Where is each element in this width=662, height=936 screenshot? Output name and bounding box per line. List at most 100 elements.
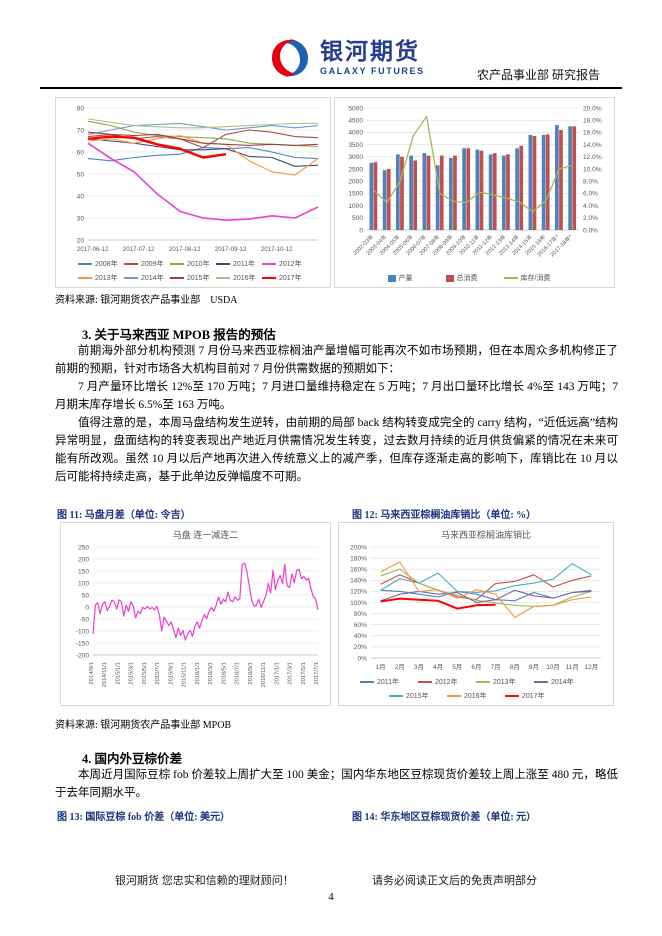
legend-swatch — [262, 263, 276, 265]
svg-text:160%: 160% — [350, 567, 367, 574]
legend-swatch — [216, 263, 230, 265]
svg-text:60: 60 — [77, 149, 85, 156]
footer-disclaimer-note: 请务必阅读正文后的免责声明部分 — [372, 875, 537, 887]
svg-text:2015/9/1: 2015/9/1 — [168, 662, 174, 685]
legend-item: 2015年 — [389, 689, 447, 703]
svg-text:4500: 4500 — [348, 118, 363, 125]
svg-text:2017-08-12: 2017-08-12 — [169, 246, 201, 253]
svg-text:180%: 180% — [350, 555, 367, 562]
svg-text:4月: 4月 — [433, 663, 443, 671]
svg-text:5000: 5000 — [348, 105, 363, 112]
legend-swatch — [505, 695, 519, 697]
svg-text:2016/7/1: 2016/7/1 — [235, 662, 241, 685]
legend-swatch — [124, 277, 138, 279]
svg-text:100: 100 — [78, 580, 89, 587]
legend-swatch — [360, 681, 374, 683]
legend-item: 2013年 — [476, 675, 534, 689]
legend-label: 产量 — [398, 275, 413, 282]
legend-swatch — [445, 274, 454, 282]
section-4-heading: 4. 国内外豆棕价差 — [82, 752, 183, 766]
svg-text:70: 70 — [77, 127, 85, 134]
svg-text:2015/11/1: 2015/11/1 — [182, 662, 188, 687]
svg-text:14.0%: 14.0% — [583, 142, 602, 149]
svg-text:40: 40 — [77, 193, 85, 200]
svg-text:0: 0 — [359, 227, 363, 234]
svg-text:2017/3/1: 2017/3/1 — [288, 662, 294, 685]
legend-swatch — [170, 263, 184, 265]
legend-swatch — [262, 277, 276, 279]
legend-item: 2015年 — [170, 271, 216, 285]
chart-legend: 2008年 2009年 2010年 2011年 2012年 2013年 2014年 2015年… — [60, 257, 326, 285]
svg-text:2017/7/1: 2017/7/1 — [314, 662, 320, 685]
svg-text:8月: 8月 — [510, 663, 520, 671]
svg-text:-50: -50 — [79, 616, 89, 623]
paragraph: 7 月产量环比增长 12%至 170 万吨；7 月进口量维持稳定在 5 万吨；7… — [55, 381, 618, 411]
chart-legend: 产量 总消费 库存/消费 — [339, 271, 610, 285]
brand-name-cn: 银河期货 — [320, 38, 420, 64]
svg-text:100%: 100% — [350, 600, 367, 607]
svg-text:6.0%: 6.0% — [583, 191, 598, 198]
svg-text:2016/3/1: 2016/3/1 — [208, 662, 214, 685]
svg-text:马来西亚棕榈油库销比: 马来西亚棕榈油库销比 — [441, 529, 531, 540]
figure-14-title: 图 14: 华东地区豆棕现货价差（单位: 元） — [352, 812, 537, 823]
svg-text:2000: 2000 — [348, 179, 363, 186]
svg-text:3月: 3月 — [414, 663, 424, 671]
svg-text:0: 0 — [85, 604, 89, 611]
section-4-body: 本周近月国际豆棕 fob 价差较上周扩大至 100 美金；国内华东地区豆棕现货价… — [55, 766, 618, 802]
svg-text:7月: 7月 — [491, 663, 501, 671]
brand-name-en: GALAXY FUTURES — [320, 66, 425, 76]
legend-item: 2010年 — [170, 257, 216, 271]
svg-text:12.0%: 12.0% — [583, 154, 602, 161]
svg-text:2017-09-12: 2017-09-12 — [215, 246, 247, 253]
svg-text:4.0%: 4.0% — [583, 203, 598, 210]
legend-label: 2012年 — [279, 261, 302, 268]
header-divider — [40, 87, 622, 89]
svg-text:30: 30 — [77, 215, 85, 222]
svg-text:80: 80 — [77, 105, 85, 112]
svg-text:2017/5/1: 2017/5/1 — [301, 662, 307, 685]
legend-swatch — [534, 681, 548, 683]
legend-item: 2008年 — [78, 257, 124, 271]
svg-text:60%: 60% — [354, 622, 367, 629]
figure-12-chart: 0% 20% 40% 60% 80% 100% 120% 140% 160% 180% 200% 1月… — [338, 522, 614, 706]
legend-swatch — [387, 274, 396, 282]
legend-label: 2017年 — [522, 693, 545, 700]
page-number: 4 — [328, 892, 334, 903]
legend-label: 2011年 — [233, 261, 256, 268]
paragraph: 前期海外部分机构预测 7 月份马来西亚棕榈油产量增幅可能再次不如市场预期，但在本… — [55, 345, 618, 375]
svg-text:2017-06-12: 2017-06-12 — [77, 246, 109, 253]
svg-text:500: 500 — [352, 215, 363, 222]
svg-text:250: 250 — [78, 544, 89, 551]
legend-label: 2016年 — [233, 275, 256, 282]
galaxy-logo-icon — [271, 39, 309, 77]
svg-text:11月: 11月 — [566, 663, 579, 671]
svg-text:3000: 3000 — [348, 154, 363, 161]
figure-13-title: 图 13: 国际豆棕 fob 价差（单位: 美元） — [57, 812, 231, 823]
svg-text:40%: 40% — [354, 633, 367, 640]
chart-legend: 2011年 2012年 2013年 2014年 2015年 2016年 2017年 — [343, 675, 609, 703]
svg-text:10月: 10月 — [546, 663, 560, 671]
svg-text:150: 150 — [78, 568, 89, 575]
svg-text:200%: 200% — [350, 544, 367, 551]
svg-text:20.0%: 20.0% — [583, 105, 602, 112]
legend-label: 2015年 — [406, 693, 429, 700]
svg-text:9月: 9月 — [529, 663, 539, 671]
svg-text:2014/9/1: 2014/9/1 — [89, 662, 95, 685]
legend-swatch — [447, 695, 461, 697]
legend-item: 2012年 — [418, 675, 476, 689]
legend-item: 2011年 — [360, 675, 418, 689]
legend-swatch — [124, 263, 138, 265]
figure-11-title: 图 11: 马盘月差（单位: 令吉） — [57, 510, 191, 521]
section-3-body: 前期海外部分机构预测 7 月份马来西亚棕榈油产量增幅可能再次不如市场预期，但在本… — [55, 342, 618, 486]
legend-label: 2010年 — [187, 261, 210, 268]
legend-swatch — [78, 263, 92, 265]
svg-text:2.0%: 2.0% — [583, 215, 598, 222]
legend-item: 总消费 — [445, 271, 504, 285]
brand-text: 银河期货 GALAXY FUTURES — [320, 38, 425, 77]
chart-canvas: 0 500 1000 1500 2000 2500 3000 3500 4000 4500 5000… — [348, 105, 602, 258]
svg-text:2016/1/1: 2016/1/1 — [195, 662, 201, 685]
chart-canvas: -200 -150 -100 -50 0 50 100 150 200 250 2014/9/1 20… — [76, 529, 320, 687]
chart-canvas: 0% 20% 40% 60% 80% 100% 120% 140% 160% 180% 200% 1月… — [350, 529, 601, 671]
svg-text:2015/7/1: 2015/7/1 — [155, 662, 161, 685]
